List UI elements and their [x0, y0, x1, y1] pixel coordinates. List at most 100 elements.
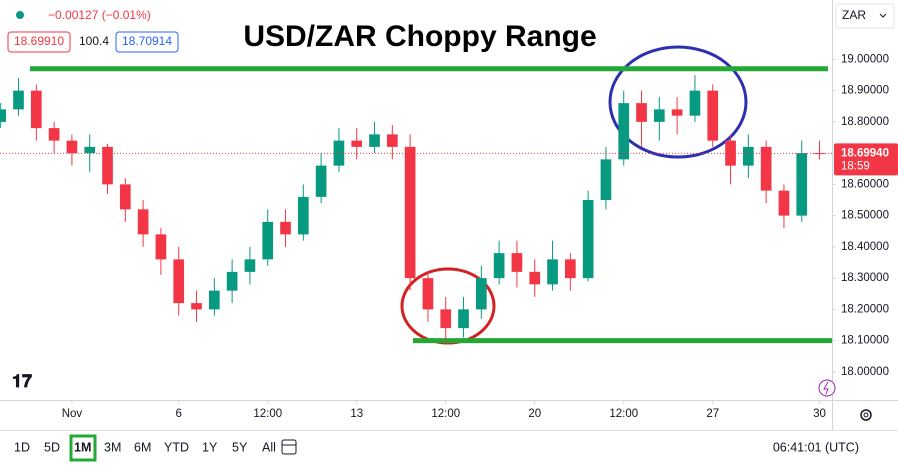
candle-body	[493, 253, 505, 279]
candle-body	[226, 271, 238, 291]
calendar-icon[interactable]	[281, 439, 297, 455]
ask-box[interactable]	[115, 31, 179, 53]
candle-body	[262, 221, 274, 260]
x-tick-label: Nov	[62, 408, 83, 420]
alert-icon[interactable]	[818, 379, 836, 397]
candle-body	[137, 209, 149, 235]
candle-body	[13, 90, 24, 110]
candle-body	[475, 278, 487, 310]
candle-body	[208, 290, 220, 310]
range-button[interactable]: 1Y	[202, 440, 218, 454]
candle-body	[689, 90, 701, 116]
candle-body	[778, 190, 790, 216]
candle-body	[529, 271, 541, 285]
candle-body	[404, 146, 416, 279]
candle-body	[369, 134, 380, 147]
y-tick-label: 18.30000	[841, 272, 889, 284]
candle-body	[84, 146, 96, 154]
candle-body	[636, 103, 647, 122]
candle-body	[742, 146, 754, 166]
candle-body	[422, 278, 434, 310]
candle-body	[315, 165, 327, 197]
y-tick-label: 19.00000	[841, 53, 889, 65]
y-tick-label: 18.00000	[841, 366, 889, 378]
bid-box[interactable]	[7, 31, 71, 53]
candle-body	[244, 259, 256, 272]
candle-body	[600, 159, 612, 200]
candle-body	[760, 146, 772, 191]
x-tick-label: 6	[176, 408, 182, 420]
x-tick-label: 13	[350, 408, 363, 420]
range-button[interactable]: 1D	[14, 440, 30, 454]
currency: ZAR	[842, 8, 866, 22]
candle-body	[707, 90, 719, 141]
candle-body	[796, 153, 808, 216]
y-tick-label: 18.10000	[841, 335, 889, 347]
y-tick-label: 18.90000	[841, 85, 889, 97]
range-button[interactable]: 5D	[44, 440, 60, 454]
currency-select[interactable]	[835, 3, 895, 29]
alert-bolt	[823, 381, 829, 395]
candle-body	[351, 140, 363, 147]
dropdown-caret	[879, 13, 887, 18]
x-tick-label: 12:00	[609, 408, 638, 420]
candle-body	[333, 140, 345, 166]
candle-body	[0, 109, 7, 122]
candle-body	[155, 234, 167, 260]
candle-body	[440, 309, 452, 329]
countdown: 18:59	[841, 160, 870, 172]
candle-body	[653, 109, 665, 122]
candle-body	[102, 146, 113, 185]
last-price-box	[834, 143, 898, 176]
x-tick-label: 27	[706, 408, 719, 420]
settings-hub	[863, 412, 869, 418]
change: −0.00127 (−0.01%)	[48, 8, 151, 22]
status-dot	[16, 11, 24, 19]
candle-body	[458, 309, 469, 329]
bid: 18.69910	[14, 34, 64, 48]
x-tick-label: 30	[813, 408, 826, 420]
range-high-circle	[608, 45, 748, 159]
candle-body	[30, 90, 42, 129]
candle-body	[564, 259, 576, 279]
candle-body	[725, 140, 736, 166]
candle-body	[119, 184, 131, 210]
candle-body	[386, 134, 398, 147]
candle-body	[66, 140, 78, 154]
y-tick-label: 18.40000	[841, 241, 889, 253]
range-selected[interactable]	[69, 434, 97, 462]
candle-body	[48, 128, 60, 141]
logo: 𝟏𝟕	[12, 371, 32, 391]
x-tick-label: 20	[528, 408, 541, 420]
candle-body	[173, 259, 185, 304]
settings-icon[interactable]	[860, 409, 872, 421]
chart-title: USD/ZAR Choppy Range	[243, 20, 596, 53]
clock: 06:41:01 (UTC)	[773, 440, 859, 454]
y-tick-label: 18.50000	[841, 210, 889, 222]
x-tick-label: 12:00	[253, 408, 282, 420]
y-tick-label: 18.60000	[841, 178, 889, 190]
range-button[interactable]: 5Y	[232, 440, 248, 454]
y-tick-label: 18.80000	[841, 116, 889, 128]
range-button[interactable]: 6M	[134, 440, 151, 454]
candle-body	[547, 259, 558, 285]
candle-body	[511, 253, 523, 272]
x-tick-label: 12:00	[431, 408, 460, 420]
range-button[interactable]: 1M	[74, 440, 91, 454]
candle-body	[618, 103, 630, 160]
candle-body	[191, 303, 202, 310]
range-button[interactable]: 3M	[104, 440, 121, 454]
range-button[interactable]: All	[262, 440, 276, 454]
y-tick-label: 18.20000	[841, 303, 889, 315]
candle-body	[280, 221, 291, 235]
spread: 100.4	[79, 34, 109, 48]
last-price-label: 18.69940	[841, 147, 889, 159]
candle-body	[582, 200, 594, 279]
range-button[interactable]: YTD	[164, 440, 189, 454]
candle-body	[671, 109, 683, 116]
candle-body	[297, 196, 309, 235]
ask: 18.70914	[122, 34, 172, 48]
